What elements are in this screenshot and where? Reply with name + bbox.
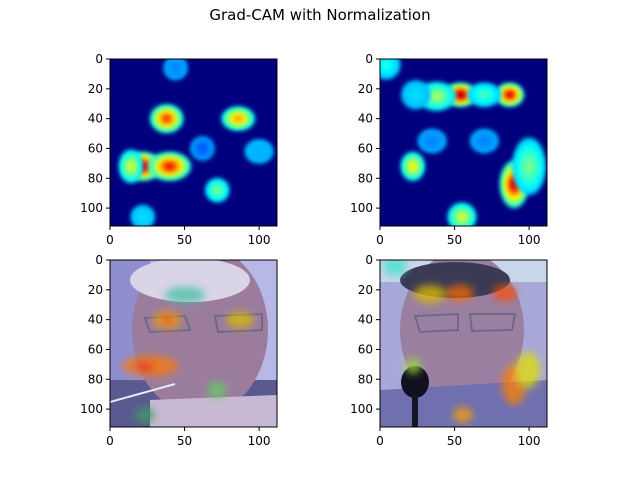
heatmap-hotspot-8 xyxy=(200,146,205,151)
heatmap-hotspot-1 xyxy=(235,116,242,121)
x-tick-label: 100 xyxy=(248,434,271,448)
y-tick-label: 60 xyxy=(88,141,103,155)
heatmap-hotspot-4 xyxy=(413,92,419,98)
x-tick-label: 50 xyxy=(447,434,462,448)
y-tick-label: 80 xyxy=(358,372,373,386)
y-tick-label: 40 xyxy=(358,112,373,126)
panel-top-left: 0 50 100 0 20 40 60 80 100 xyxy=(80,52,278,247)
panel-bottom-right: 0 50 100 0 20 40 60 80 100 xyxy=(350,253,548,448)
heatmap-hotspot-3 xyxy=(481,92,488,97)
heatmap-hotspot-10 xyxy=(429,139,435,143)
x-tick-label: 100 xyxy=(248,233,271,247)
x-tick-label: 50 xyxy=(177,434,192,448)
y-tick-label: 60 xyxy=(358,141,373,155)
y-tick-label: 20 xyxy=(358,82,373,96)
y-tick-label: 0 xyxy=(95,52,103,66)
axes-bottom-left: 0 50 100 0 20 40 60 80 100 xyxy=(80,253,270,448)
overlay-image-bottom-left xyxy=(110,260,277,427)
x-tick-label: 0 xyxy=(376,434,384,448)
heatmap-hotspot-3 xyxy=(166,163,174,169)
y-tick-label: 0 xyxy=(365,253,373,267)
x-tick-label: 50 xyxy=(177,233,192,247)
y-tick-label: 60 xyxy=(88,342,103,356)
heatmap-hotspot-6 xyxy=(410,163,415,169)
y-tick-label: 80 xyxy=(88,171,103,185)
heatmap-top-left xyxy=(118,59,274,226)
microphone xyxy=(401,366,429,398)
axes-bottom-right: 0 50 100 0 20 40 60 80 100 xyxy=(350,253,540,448)
heatmap-hotspot-2 xyxy=(433,93,440,99)
axes-top-right: 0 50 100 0 20 40 60 80 100 xyxy=(350,52,540,247)
axes-top-left: 0 50 100 0 20 40 60 80 100 xyxy=(80,52,270,247)
x-tick-label: 0 xyxy=(106,434,114,448)
heatmap-hotspot-1 xyxy=(507,92,513,97)
y-tick-label: 20 xyxy=(88,283,103,297)
heatmap-hotspot-5 xyxy=(383,62,389,68)
heatmap-hotspot-5 xyxy=(215,188,220,193)
y-tick-label: 60 xyxy=(358,342,373,356)
x-tick-label: 50 xyxy=(447,233,462,247)
y-tick-label: 100 xyxy=(80,402,103,416)
heatmap-hotspot-8 xyxy=(526,161,532,172)
heatmap-hotspot-9 xyxy=(459,214,465,220)
heatmap-hotspot-4 xyxy=(128,163,133,170)
hair-shape xyxy=(130,260,250,302)
panel-top-right: 0 50 100 0 20 40 60 80 100 xyxy=(350,52,548,247)
y-tick-label: 40 xyxy=(88,112,103,126)
y-tick-label: 0 xyxy=(95,253,103,267)
heatmap-hotspot-9 xyxy=(256,149,262,154)
heatmap-top-right xyxy=(380,59,546,226)
x-tick-label: 100 xyxy=(518,434,541,448)
heatmap-hotspot-7 xyxy=(173,65,178,70)
heatmap-hotspot-0 xyxy=(163,116,170,122)
y-tick-label: 40 xyxy=(88,313,103,327)
y-tick-label: 80 xyxy=(358,171,373,185)
y-tick-label: 20 xyxy=(358,283,373,297)
x-tick-label: 0 xyxy=(376,233,384,247)
panel-bottom-left: 0 50 100 0 20 40 60 80 100 xyxy=(80,253,278,448)
x-tick-label: 100 xyxy=(518,233,541,247)
y-tick-label: 100 xyxy=(80,201,103,215)
y-tick-label: 0 xyxy=(365,52,373,66)
y-tick-label: 20 xyxy=(88,82,103,96)
heatmap-hotspot-0 xyxy=(457,92,464,97)
x-tick-label: 0 xyxy=(106,233,114,247)
heatmap-hotspot-11 xyxy=(481,139,487,143)
y-tick-label: 100 xyxy=(350,402,373,416)
y-tick-label: 80 xyxy=(88,372,103,386)
heatmap-hotspot-6 xyxy=(140,215,145,220)
overlay-image-bottom-right xyxy=(380,260,547,427)
y-tick-label: 100 xyxy=(350,201,373,215)
y-tick-label: 40 xyxy=(358,313,373,327)
figure-title: Grad-CAM with Normalization xyxy=(209,6,431,24)
